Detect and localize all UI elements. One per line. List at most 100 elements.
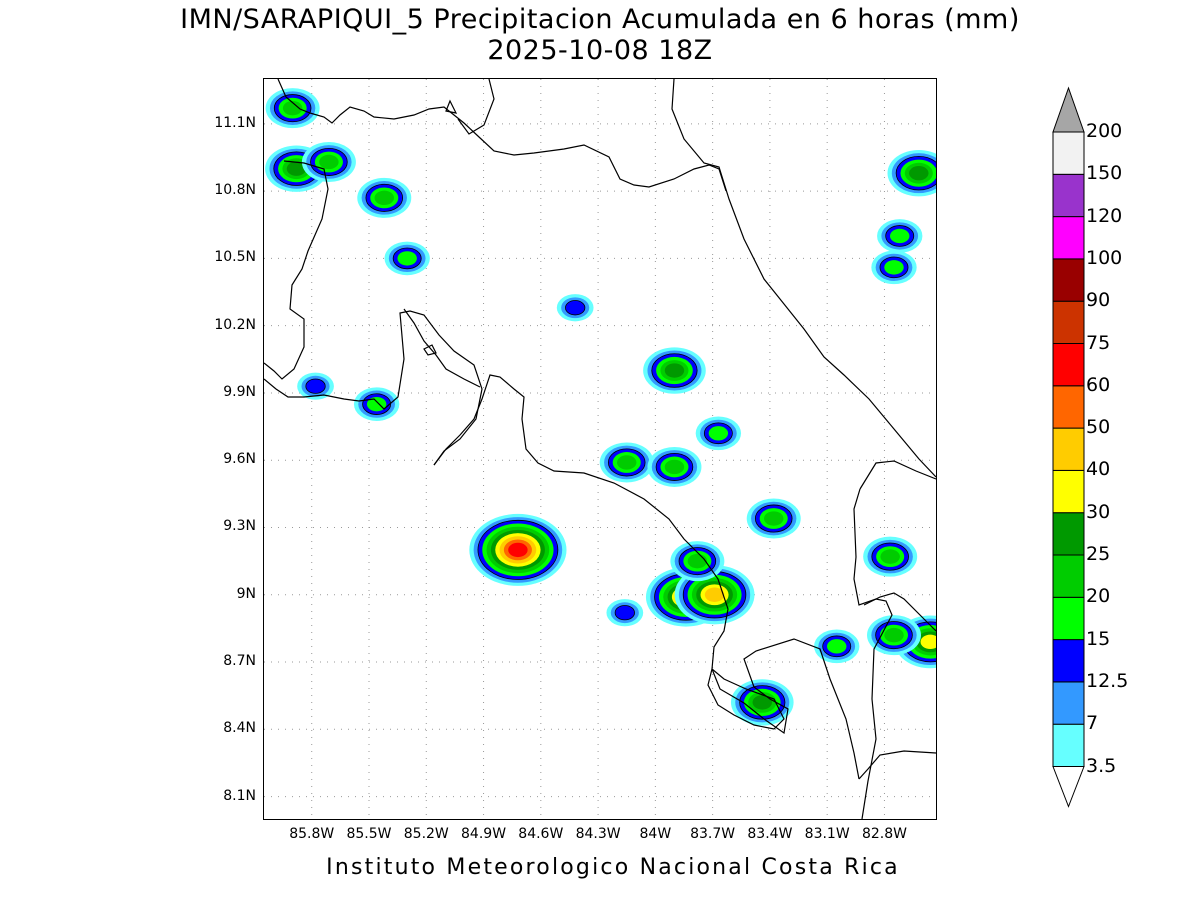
- precip-cell-6-level-6: [920, 634, 936, 650]
- precipitation-field: [265, 88, 936, 726]
- colorbar-segment-7: [1052, 427, 1085, 471]
- colorbar-segment-9: [1052, 343, 1085, 387]
- coastline-borders: [264, 79, 936, 819]
- colorbar-level-label: 30: [1086, 500, 1111, 523]
- x-tick-label: 85.5W: [346, 826, 392, 842]
- colorbar-bottom-arrow: [1052, 766, 1085, 808]
- nicaragua-border: [277, 79, 727, 192]
- map-title: IMN/SARAPIQUI_5 Precipitacion Acumulada …: [180, 4, 1020, 35]
- x-tick-label: 82.8W: [861, 826, 907, 842]
- precip-cell-4-level-5: [286, 161, 307, 176]
- precip-cell-18-level-4: [282, 100, 303, 116]
- precip-cell-23-level-3: [890, 228, 910, 244]
- y-tick-label: 8.4N: [223, 720, 256, 737]
- x-tick-label: 84.9W: [461, 826, 507, 842]
- precip-cell-15-level-2: [565, 300, 586, 316]
- precip-cell-10-level-3: [708, 426, 729, 441]
- colorbar-segment-8: [1052, 385, 1085, 429]
- caribbean-coast: [671, 79, 936, 478]
- x-tick-label: 83.1W: [804, 826, 850, 842]
- colorbar-level-label: 40: [1086, 458, 1111, 481]
- precipitation-map: [264, 79, 936, 819]
- precip-cell-12-level-3: [366, 396, 387, 412]
- panama-coast-east: [863, 592, 936, 632]
- x-tick-label: 84.3W: [575, 826, 621, 842]
- x-tick-label: 85.8W: [289, 826, 335, 842]
- colorbar-segment-5: [1052, 512, 1085, 556]
- precip-cell-11-level-4: [764, 511, 784, 526]
- precip-cell-19-level-2: [305, 378, 326, 394]
- precip-cell-13-level-4: [374, 190, 394, 206]
- colorbar-level-label: 100: [1086, 246, 1123, 269]
- colorbar-level-label: 3.5: [1086, 754, 1117, 777]
- colorbar-level-label: 20: [1086, 585, 1111, 608]
- precip-cell-22-level-3: [884, 260, 904, 275]
- precip-cell-5-level-5: [909, 165, 929, 181]
- precipitation-colorbar: [1052, 86, 1085, 808]
- colorbar-segment-0: [1052, 723, 1085, 768]
- y-tick-label: 9.6N: [223, 451, 256, 468]
- pacific-coast-north: [264, 160, 329, 380]
- panama-pacific: [858, 750, 936, 780]
- colorbar-level-label: 25: [1086, 543, 1111, 565]
- y-tick-label: 11.1N: [214, 114, 256, 131]
- precip-cell-7-level-5: [664, 363, 685, 378]
- colorbar-segment-12: [1052, 216, 1085, 260]
- y-tick-label: 10.2N: [214, 316, 256, 333]
- precip-cell-24-level-4: [687, 553, 708, 569]
- colorbar-segment-10: [1052, 300, 1085, 344]
- gulf-of-nicoya: [403, 308, 481, 388]
- y-tick-label: 10.5N: [214, 249, 256, 266]
- nicaragua-border-lake: [457, 79, 495, 135]
- colorbar-level-label: 15: [1086, 627, 1111, 650]
- colorbar-segment-13: [1052, 173, 1085, 218]
- precip-cell-3-level-5: [752, 695, 772, 710]
- precip-cell-8-level-4: [617, 455, 637, 470]
- colorbar-segment-14: [1052, 131, 1085, 175]
- precip-cell-16-level-4: [880, 549, 900, 564]
- y-tick-label: 8.1N: [223, 787, 256, 804]
- x-tick-label: 83.4W: [747, 826, 793, 842]
- colorbar-segment-3: [1052, 596, 1085, 641]
- precip-cell-9-level-4: [664, 459, 685, 475]
- x-tick-label: 83.7W: [690, 826, 736, 842]
- colorbar-level-label: 200: [1086, 120, 1123, 142]
- colorbar-top-arrow: [1052, 86, 1085, 133]
- colorbar-segment-4: [1052, 554, 1085, 598]
- panama-coast-north: [859, 460, 936, 490]
- island-chira: [423, 344, 437, 356]
- colorbar-segment-2: [1052, 639, 1085, 683]
- y-tick-label: 8.7N: [223, 653, 256, 670]
- colorbar-level-label: 150: [1086, 162, 1123, 185]
- nicoya-peninsula: [264, 310, 483, 466]
- map-panel: [263, 78, 937, 820]
- colorbar-level-label: 60: [1086, 373, 1111, 396]
- colorbar-level-label: 120: [1086, 204, 1123, 227]
- institution-footer: Instituto Meteorologico Nacional Costa R…: [326, 855, 900, 880]
- precip-cell-2-level-7: [704, 587, 725, 602]
- colorbar-segment-6: [1052, 469, 1085, 514]
- y-tick-label: 9N: [236, 585, 256, 602]
- x-tick-label: 84W: [639, 826, 672, 842]
- colorbar-level-label: 7: [1086, 712, 1099, 735]
- colorbar-level-label: 12.5: [1086, 669, 1129, 692]
- map-datetime: 2025-10-08 18Z: [487, 35, 713, 66]
- precip-cell-0-level-9: [508, 542, 528, 558]
- colorbar-level-label: 50: [1086, 416, 1111, 439]
- osa-peninsula: [707, 667, 785, 730]
- x-tick-label: 84.6W: [518, 826, 564, 842]
- island-ometepe: [445, 99, 458, 114]
- pacific-coast-central: [433, 374, 860, 780]
- y-tick-label: 9.9N: [223, 383, 256, 400]
- x-tick-label: 85.2W: [403, 826, 449, 842]
- y-tick-label: 10.8N: [214, 182, 256, 199]
- colorbar-segment-11: [1052, 258, 1085, 302]
- precip-cell-25-level-2: [614, 605, 635, 621]
- colorbar-segment-1: [1052, 681, 1085, 725]
- precip-cell-20-level-3: [397, 251, 417, 266]
- panama-border: [853, 488, 893, 819]
- precip-cell-21-level-3: [827, 639, 847, 654]
- y-tick-label: 9.3N: [223, 518, 256, 535]
- precip-cell-14-level-4: [319, 154, 339, 170]
- precip-cell-17-level-4: [884, 627, 904, 643]
